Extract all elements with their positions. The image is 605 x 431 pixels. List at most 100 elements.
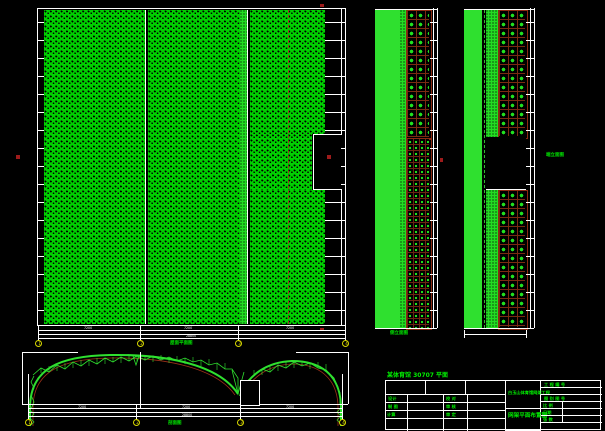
section-grid-bubble-1[interactable]: 1 (25, 419, 32, 426)
tb-cell-value-check[interactable] (468, 395, 506, 403)
panel-middle-frame-top (375, 9, 437, 10)
plan-dim-ext-2 (140, 326, 141, 342)
plan-seat-field-right-lower (250, 190, 325, 324)
section-dim-line-1 (28, 408, 342, 409)
tb-label-scale: 比 例 (543, 403, 553, 408)
tb-cell-value-sheets[interactable] (563, 416, 602, 423)
tb-cell-value-date[interactable] (563, 409, 602, 416)
plan-dim-ext-3 (238, 326, 239, 342)
tb-cell-value-design[interactable] (408, 395, 444, 403)
tb-cell-label-approve (444, 411, 468, 419)
panel-right-notch-bottom (486, 189, 526, 190)
panel-middle-truss-grid-upper (407, 11, 429, 137)
tb-cell-value-scale[interactable] (563, 402, 602, 409)
tb-cell-bottom-3[interactable] (444, 419, 468, 431)
tb-cell-blank-3 (466, 381, 506, 395)
tb-cell-value-calc[interactable] (408, 411, 444, 419)
plan-grid-bubble-3[interactable]: 3 (235, 340, 242, 347)
tb-cell-right-blank-1 (541, 388, 602, 395)
section-right-box (240, 380, 260, 406)
tb-cell-right-header-1 (541, 381, 602, 388)
plan-seat-field-right-upper (250, 10, 325, 134)
panel-right-view[interactable]: 端立面图 (460, 0, 605, 340)
panel-middle-dense-band (400, 10, 406, 328)
panel-right-frame-inner (530, 8, 531, 328)
tb-label-review: 审 核 (446, 404, 456, 409)
panel-middle-solid-band (375, 10, 400, 328)
tb-cell-value-review[interactable] (468, 403, 506, 411)
plan-dim-label-overall: 28800 (186, 334, 197, 338)
tb-cell-bottom-2[interactable] (408, 419, 444, 431)
plan-grid-bubble-2[interactable]: 2 (137, 340, 144, 347)
tb-cell-label-date (541, 409, 563, 416)
tb-cell-value-approve[interactable] (468, 411, 506, 419)
tb-right-header-1-text: 工 程 编 号 (544, 382, 566, 387)
plan-dim-line-1 (38, 330, 346, 331)
tb-cell-label-design (386, 395, 408, 403)
panel-middle-marker (440, 158, 443, 162)
plan-grid-bubble-4-label: 4 (345, 341, 348, 346)
panel-middle-frame-bottom (375, 328, 437, 329)
tb-cell-label-calc (386, 411, 408, 419)
section-base-line (22, 404, 348, 405)
section-colline-right (342, 374, 343, 404)
section-frame-top-left (22, 352, 78, 353)
plan-dim-ext-1 (38, 326, 39, 342)
plan-grid-bubble-4[interactable]: 4 (342, 340, 349, 347)
tb-label-check: 校 对 (446, 396, 456, 401)
panel-right-base-dim (464, 334, 526, 335)
tb-cell-label-review (444, 403, 468, 411)
plan-view-label: 屋面平面图 (170, 341, 193, 346)
tb-cell-value-draw[interactable] (408, 403, 444, 411)
plan-frame-left (37, 8, 38, 326)
plan-dim-line-3 (38, 338, 346, 339)
plan-dim-ext-4 (345, 326, 346, 342)
plan-notch (313, 135, 343, 189)
plan-tick-ladder-left (37, 8, 45, 326)
title-block[interactable]: 某体育馆 30707 平面 白玉山体育馆网架工程 工 程 编 号 设计 校 对 (385, 370, 602, 431)
plan-view[interactable]: 7200 7200 7200 28800 1 2 3 4 屋面平面图 (0, 0, 372, 347)
section-dim-ext-3 (240, 404, 241, 420)
plan-notch-left-edge (313, 134, 314, 190)
panel-right-dashed-edge (484, 10, 485, 328)
panel-middle-tick-ladder (430, 8, 438, 328)
section-view-label: 剖面图 (168, 421, 182, 426)
sheet-title: 某体育馆 30707 平面 (387, 372, 449, 379)
plan-gridline-b (247, 10, 248, 324)
section-grid-bubble-3[interactable]: 3 (237, 419, 244, 426)
panel-right-base-dim-ext-l (464, 330, 465, 338)
tb-cell-bottom-4[interactable] (468, 419, 506, 431)
tb-label-date: 日期 (543, 410, 552, 415)
tb-label-draw: 制 图 (388, 404, 398, 409)
section-midline (140, 352, 141, 408)
tb-right-header-2-text: 图 别 图 号 (544, 396, 566, 401)
plan-seat-field-left (44, 10, 145, 324)
plan-notch-bottom-edge (313, 189, 342, 190)
panel-middle-view[interactable]: 侧立面图 (372, 0, 460, 336)
plan-marker-bottomright (320, 328, 324, 331)
section-grid-bubble-4-label: 4 (342, 420, 345, 425)
panel-right-label: 端立面图 (546, 153, 564, 158)
plan-grid-bubble-2-label: 2 (140, 341, 143, 346)
panel-right-frame-top (464, 9, 534, 10)
panel-middle-frame-outer (437, 8, 438, 328)
plan-grid-bubble-3-label: 3 (238, 341, 241, 346)
section-dim-ext-4 (342, 404, 343, 420)
section-frame-right (348, 352, 349, 404)
plan-grid-bubble-1[interactable]: 1 (35, 340, 42, 347)
section-grid-bubble-2[interactable]: 2 (133, 419, 140, 426)
plan-gridline-a (145, 10, 146, 324)
panel-middle-label: 侧立面图 (390, 331, 408, 336)
section-grid-bubble-4[interactable]: 4 (339, 419, 346, 426)
panel-right-notch (486, 137, 526, 189)
tb-cell-blank-2 (426, 381, 466, 395)
section-view[interactable]: 7200 7200 7200 28800 1 2 3 4 剖面图 (0, 348, 372, 430)
tb-cell-bottom-1[interactable] (386, 419, 408, 431)
tb-cell-label-scale (541, 402, 563, 409)
panel-right-truss-grid-lower (499, 191, 525, 327)
section-dim-label-2: 7200 (182, 405, 191, 409)
plan-seat-field-right-strip (250, 134, 312, 190)
section-dim-line-3 (28, 416, 342, 417)
plan-frame-right-outer (345, 8, 346, 326)
